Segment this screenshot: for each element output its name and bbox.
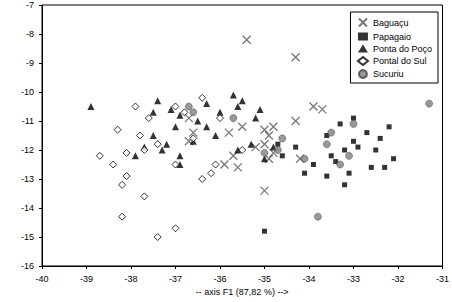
svg-text:-11: -11 <box>22 116 34 126</box>
svg-text:Baguaçu: Baguaçu <box>373 18 409 28</box>
svg-text:Papagaio: Papagaio <box>373 32 411 42</box>
svg-text:-32: -32 <box>391 274 404 284</box>
svg-text:-31: -31 <box>436 274 449 284</box>
svg-text:-15: -15 <box>21 232 34 242</box>
svg-text:-8: -8 <box>26 29 34 39</box>
svg-text:-13: -13 <box>21 174 34 184</box>
svg-text:-38: -38 <box>124 274 137 284</box>
svg-text:Pontal do Sul: Pontal do Sul <box>373 56 427 66</box>
svg-text:-36: -36 <box>213 274 226 284</box>
svg-text:-7: -7 <box>26 0 34 10</box>
svg-text:-37: -37 <box>169 274 182 284</box>
svg-text:-- axis F1 (87,82 %) -->: -- axis F1 (87,82 %) --> <box>196 287 289 297</box>
svg-text:-40: -40 <box>35 274 48 284</box>
svg-text:-33: -33 <box>347 274 360 284</box>
svg-text:-16: -16 <box>21 261 34 271</box>
svg-text:Ponta do Poço: Ponta do Poço <box>373 44 432 54</box>
svg-text:-39: -39 <box>80 274 93 284</box>
svg-text:-9: -9 <box>26 58 34 68</box>
svg-text:-10: -10 <box>21 87 34 97</box>
svg-text:-34: -34 <box>302 274 315 284</box>
svg-text:-14: -14 <box>21 203 34 213</box>
svg-text:Sucuriu: Sucuriu <box>373 69 404 79</box>
svg-text:-12: -12 <box>21 145 34 155</box>
svg-text:-35: -35 <box>258 274 271 284</box>
